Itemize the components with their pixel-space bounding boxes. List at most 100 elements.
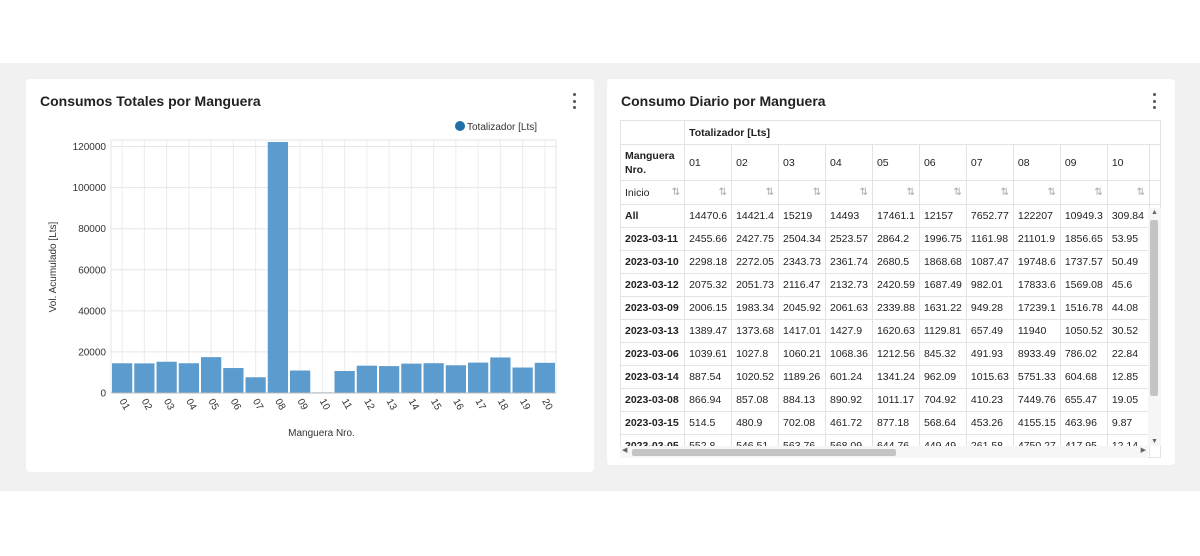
column-header[interactable]: 10: [1106, 144, 1150, 181]
table-cell: 1516.78: [1059, 296, 1108, 320]
sort-icon[interactable]: ⇅: [718, 187, 728, 198]
bar[interactable]: [468, 362, 489, 393]
table-cell: 309.84: [1106, 204, 1150, 228]
bar[interactable]: [490, 357, 511, 393]
table-cell: 1161.98: [965, 227, 1014, 251]
sort-cell[interactable]: ⇅: [684, 180, 733, 205]
sort-icon[interactable]: ⇅: [671, 186, 681, 198]
column-header[interactable]: 09: [1059, 144, 1108, 181]
table-cell: 1212.56: [871, 342, 920, 366]
bar[interactable]: [201, 357, 222, 393]
vertical-scroll-thumb[interactable]: [1150, 220, 1158, 396]
sort-icon[interactable]: ⇅: [812, 187, 821, 198]
scroll-down-icon[interactable]: ▼: [1151, 438, 1158, 445]
table-cell: 1189.26: [778, 365, 826, 389]
sort-icon[interactable]: ⇅: [859, 187, 868, 198]
sort-cell[interactable]: ⇅: [825, 180, 873, 205]
table-cell: 21101.9: [1012, 227, 1061, 251]
sort-icon[interactable]: ⇅: [906, 187, 915, 198]
x-tick-label: 12: [361, 397, 376, 413]
table-cell: 962.09: [918, 365, 967, 389]
table-cell: 1039.61: [684, 342, 733, 366]
chart-menu-icon[interactable]: [570, 93, 578, 109]
bar[interactable]: [134, 363, 155, 393]
bar[interactable]: [401, 363, 422, 393]
table-cell: 2298.18: [684, 250, 733, 274]
column-header[interactable]: 07: [965, 144, 1014, 181]
sort-cell[interactable]: ⇅: [1059, 180, 1108, 205]
scroll-left-icon[interactable]: ◀: [622, 447, 628, 454]
bar[interactable]: [223, 368, 244, 393]
sort-icon[interactable]: ⇅: [953, 187, 962, 198]
table-cell: 1015.63: [965, 365, 1014, 389]
y-tick-label: 120000: [73, 142, 107, 153]
bar[interactable]: [534, 362, 555, 393]
table-cell: 655.47: [1059, 388, 1108, 412]
table-cell: 514.5: [684, 411, 733, 435]
column-header[interactable]: 03: [778, 144, 826, 181]
bar[interactable]: [112, 363, 133, 393]
column-header[interactable]: 02: [731, 144, 780, 181]
bar[interactable]: [379, 366, 400, 393]
sort-cell[interactable]: ⇅: [731, 180, 780, 205]
sort-cell[interactable]: ⇅: [778, 180, 826, 205]
x-tick-label: 05: [206, 397, 221, 413]
table-cell: 122207: [1012, 204, 1061, 228]
vertical-scrollbar[interactable]: ▲ ▼: [1148, 208, 1161, 446]
table-cell: 2420.59: [871, 273, 920, 297]
table-cell: 1060.21: [778, 342, 826, 366]
table-title: Consumo Diario por Manguera: [621, 93, 826, 109]
table-cell: 17833.6: [1012, 273, 1061, 297]
table-cell: 845.32: [918, 342, 967, 366]
column-header[interactable]: 01: [684, 144, 733, 181]
sort-icon[interactable]: ⇅: [1000, 187, 1009, 198]
x-tick-label: 13: [384, 397, 399, 413]
bar[interactable]: [178, 363, 199, 393]
filter-label[interactable]: Inicio ⇅: [620, 180, 686, 205]
sort-cell[interactable]: ⇅: [1012, 180, 1061, 205]
table-cell: 8933.49: [1012, 342, 1061, 366]
bar[interactable]: [356, 365, 377, 393]
bar[interactable]: [334, 371, 355, 393]
table-cell: 1427.9: [825, 319, 873, 343]
table-cell: 53.95: [1106, 227, 1150, 251]
chart-card: 0 20000 40000 60000 80000 100000 120000 01 02 03 0…: [26, 79, 594, 472]
table-cell: 2427.75: [731, 227, 780, 251]
horizontal-scrollbar[interactable]: ◀ ▶: [620, 446, 1148, 458]
group-header: Totalizador [Lts]: [684, 120, 1161, 145]
scroll-right-icon[interactable]: ▶: [1140, 447, 1146, 454]
table-cell: 2045.92: [778, 296, 826, 320]
column-header[interactable]: 04: [825, 144, 873, 181]
sort-icon[interactable]: ⇅: [1047, 187, 1056, 198]
bar[interactable]: [445, 365, 466, 393]
column-header[interactable]: 05: [871, 144, 920, 181]
x-tick-label: 03: [161, 397, 176, 413]
bar[interactable]: [290, 370, 311, 393]
bar[interactable]: [512, 367, 533, 393]
table-cell: 1050.52: [1059, 319, 1108, 343]
table-cell: 10949.3: [1059, 204, 1108, 228]
sort-cell[interactable]: ⇅: [871, 180, 920, 205]
bar[interactable]: [423, 363, 444, 393]
bar[interactable]: [267, 142, 288, 393]
table-card: Consumo Diario por Manguera Totalizador …: [607, 79, 1175, 465]
table-cell: 1569.08: [1059, 273, 1108, 297]
sort-cell[interactable]: ⇅: [918, 180, 967, 205]
table-menu-icon[interactable]: [1150, 93, 1158, 109]
scroll-up-icon[interactable]: ▲: [1151, 209, 1158, 216]
column-header[interactable]: 08: [1012, 144, 1061, 181]
sort-cell[interactable]: ⇅: [965, 180, 1014, 205]
table-row: 2023-03-10 2298.18 2272.05 2343.73 2361.74 26…: [620, 250, 1161, 274]
sort-icon[interactable]: ⇅: [765, 187, 775, 198]
sort-icon[interactable]: ⇅: [1094, 187, 1103, 198]
x-tick-label: 08: [272, 397, 287, 413]
sort-icon[interactable]: ⇅: [1136, 187, 1145, 198]
table-cell: 461.72: [825, 411, 873, 435]
bar[interactable]: [156, 361, 177, 393]
column-header[interactable]: 06: [918, 144, 967, 181]
table-cell: 4155.15: [1012, 411, 1061, 435]
bar[interactable]: [245, 377, 266, 393]
table-cell: 14470.6: [684, 204, 733, 228]
horizontal-scroll-thumb[interactable]: [632, 449, 896, 456]
sort-cell[interactable]: ⇅: [1106, 180, 1150, 205]
